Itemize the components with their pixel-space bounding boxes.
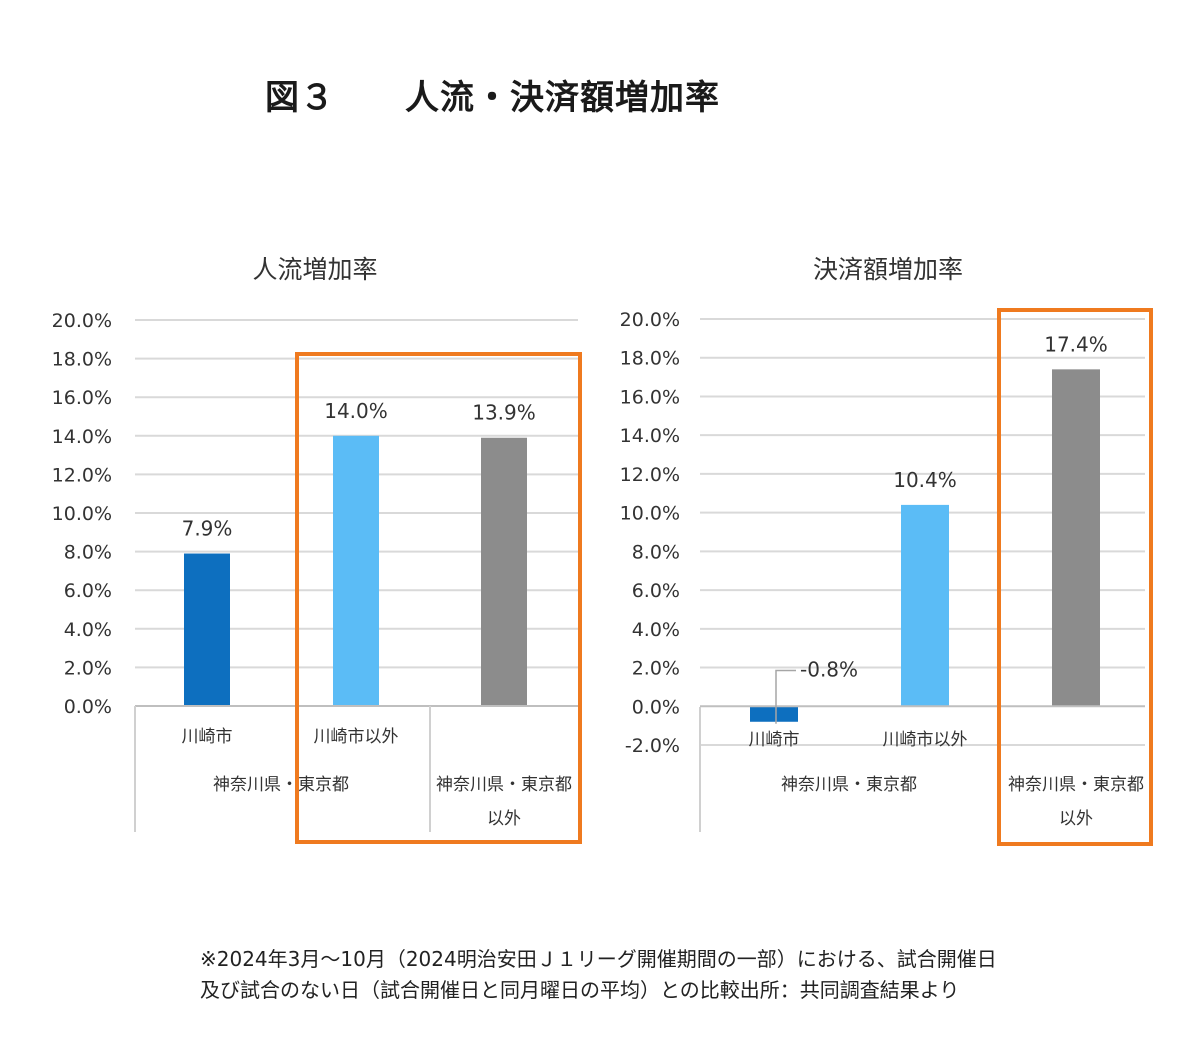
y-tick-label: 10.0% (52, 503, 112, 525)
y-tick-label: 18.0% (620, 348, 680, 370)
y-tick-label: 12.0% (52, 464, 112, 486)
y-tick-label: 2.0% (64, 657, 112, 679)
y-tick-label: 18.0% (52, 349, 112, 371)
y-tick-label: 8.0% (632, 541, 680, 563)
y-tick-label: 4.0% (64, 619, 112, 641)
y-tick-label: 0.0% (632, 696, 680, 718)
data-label: 14.0% (324, 399, 388, 423)
y-tick-label: 6.0% (632, 580, 680, 602)
y-tick-label: 14.0% (620, 425, 680, 447)
y-tick-label: 12.0% (620, 464, 680, 486)
bar (1052, 369, 1100, 707)
y-tick-label: 20.0% (52, 310, 112, 332)
category-label: 川崎市 (749, 730, 800, 750)
bar (333, 435, 379, 706)
category-label: 川崎市以外 (314, 727, 399, 747)
category-label: 川崎市 (182, 727, 233, 747)
bar (184, 553, 230, 706)
y-tick-label: 10.0% (620, 503, 680, 525)
group-label: 以外 (1059, 809, 1093, 829)
bar (481, 437, 527, 706)
bar (901, 504, 949, 707)
y-tick-label: 20.0% (620, 309, 680, 331)
data-label: 7.9% (182, 517, 233, 541)
data-label: 13.9% (472, 401, 536, 425)
data-label: -0.8% (800, 658, 858, 682)
group-label: 神奈川県・東京都 (781, 775, 917, 795)
y-tick-label: 0.0% (64, 696, 112, 718)
footnote-line-2: 及び試合のない日（試合開催日と同月曜日の平均）との比較出所：共同調査結果より (200, 978, 960, 1002)
chart-title: 決済額増加率 (813, 255, 963, 284)
y-tick-label: 4.0% (632, 619, 680, 641)
data-label: 17.4% (1044, 332, 1108, 356)
footnote-line-1: ※2024年3月～10月（2024明治安田Ｊ１リーグ開催期間の一部）における、試… (200, 947, 997, 971)
y-tick-label: -2.0% (625, 735, 680, 757)
y-tick-label: 6.0% (64, 580, 112, 602)
figure-title: 図３ 人流・決済額増加率 (265, 78, 720, 118)
group-label: 神奈川県・東京都 (213, 775, 349, 795)
y-tick-label: 16.0% (52, 387, 112, 409)
chart-title: 人流増加率 (252, 255, 377, 284)
group-label: 神奈川県・東京都 (436, 775, 572, 795)
y-tick-label: 2.0% (632, 658, 680, 680)
y-tick-label: 14.0% (52, 426, 112, 448)
data-label: 10.4% (893, 468, 957, 492)
data-label-leader (775, 669, 796, 724)
group-label: 神奈川県・東京都 (1008, 775, 1144, 795)
footnote: ※2024年3月～10月（2024明治安田Ｊ１リーグ開催期間の一部）における、試… (200, 944, 997, 1006)
y-tick-label: 8.0% (64, 542, 112, 564)
y-tick-label: 16.0% (620, 386, 680, 408)
group-label: 以外 (487, 809, 521, 829)
highlight-box (997, 308, 1153, 846)
highlight-box (295, 352, 582, 844)
bar (750, 706, 798, 722)
category-label: 川崎市以外 (883, 730, 968, 750)
